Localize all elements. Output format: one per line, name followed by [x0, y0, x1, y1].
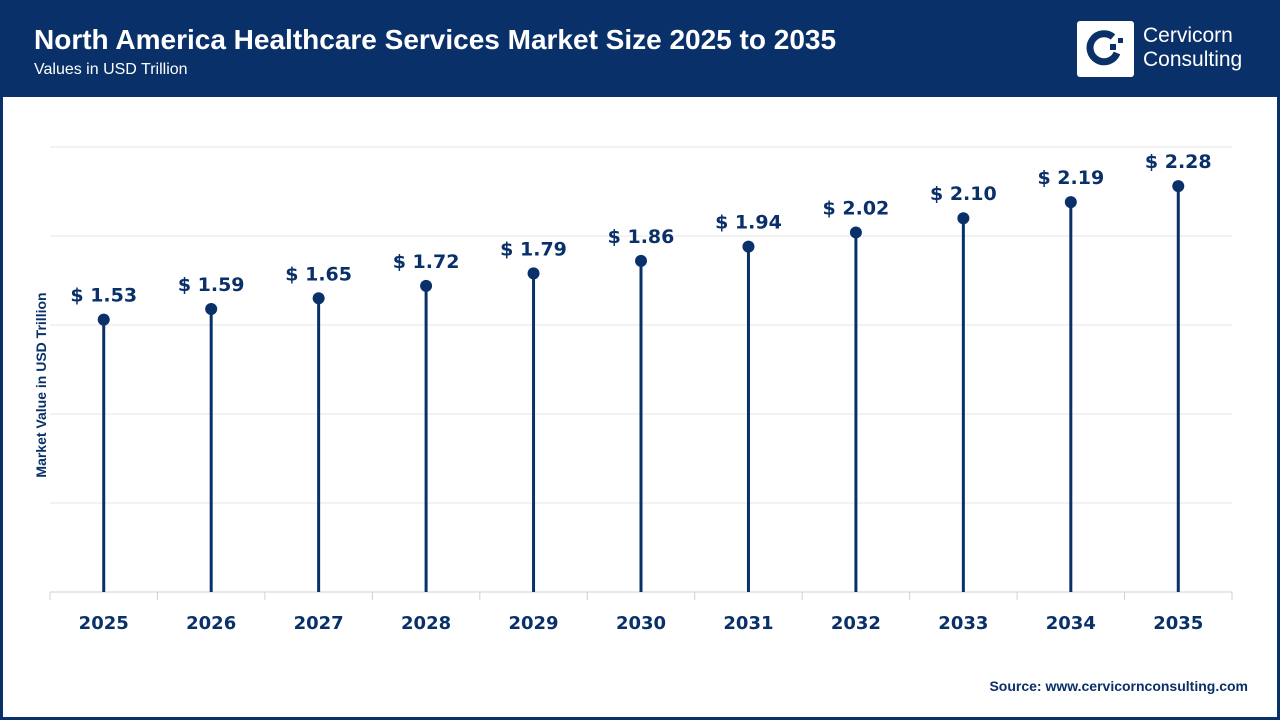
source-text: Source: www.cervicornconsulting.com — [989, 678, 1248, 694]
data-point — [1064, 196, 1077, 209]
x-tick-label: 2034 — [1046, 613, 1096, 634]
data-label: $ 1.72 — [393, 251, 460, 273]
data-label: $ 1.86 — [608, 226, 675, 248]
logo-text: Cervicorn Consulting — [1143, 24, 1242, 72]
data-point — [97, 313, 110, 326]
cervicorn-logo-icon — [1077, 21, 1134, 77]
x-tick-label: 2031 — [723, 613, 773, 634]
data-label: $ 2.19 — [1037, 167, 1104, 189]
data-point — [527, 267, 540, 280]
data-label: $ 1.59 — [178, 274, 245, 296]
data-point — [1172, 180, 1185, 193]
chart-title: North America Healthcare Services Market… — [34, 24, 837, 55]
x-tick-label: 2027 — [294, 613, 344, 634]
data-point — [312, 292, 325, 305]
chart-subtitle: Values in USD Trillion — [34, 61, 188, 78]
data-label: $ 2.10 — [930, 183, 997, 205]
x-tick-label: 2029 — [508, 613, 558, 634]
data-label: $ 1.94 — [715, 212, 782, 234]
x-tick-label: 2025 — [79, 613, 129, 634]
x-tick-label: 2033 — [938, 613, 988, 634]
data-point — [849, 226, 862, 239]
data-label: $ 2.28 — [1145, 151, 1212, 173]
data-label: $ 1.53 — [70, 285, 137, 307]
data-point — [742, 240, 755, 253]
x-tick-label: 2026 — [186, 613, 236, 634]
data-label: $ 1.79 — [500, 238, 567, 260]
logo-text-line2: Consulting — [1143, 48, 1243, 71]
data-point — [205, 302, 218, 315]
x-tick-label: 2035 — [1153, 613, 1203, 634]
data-label: $ 1.65 — [285, 263, 352, 285]
x-tick-label: 2030 — [616, 613, 666, 634]
data-point — [957, 212, 970, 225]
data-point — [420, 279, 433, 292]
x-tick-label: 2032 — [831, 613, 881, 634]
x-tick-label: 2028 — [401, 613, 451, 634]
data-label: $ 2.02 — [823, 197, 890, 219]
logo-text-line1: Cervicorn — [1143, 24, 1233, 47]
header-banner: North America Healthcare Services Market… — [0, 0, 1280, 97]
data-point — [635, 254, 647, 267]
